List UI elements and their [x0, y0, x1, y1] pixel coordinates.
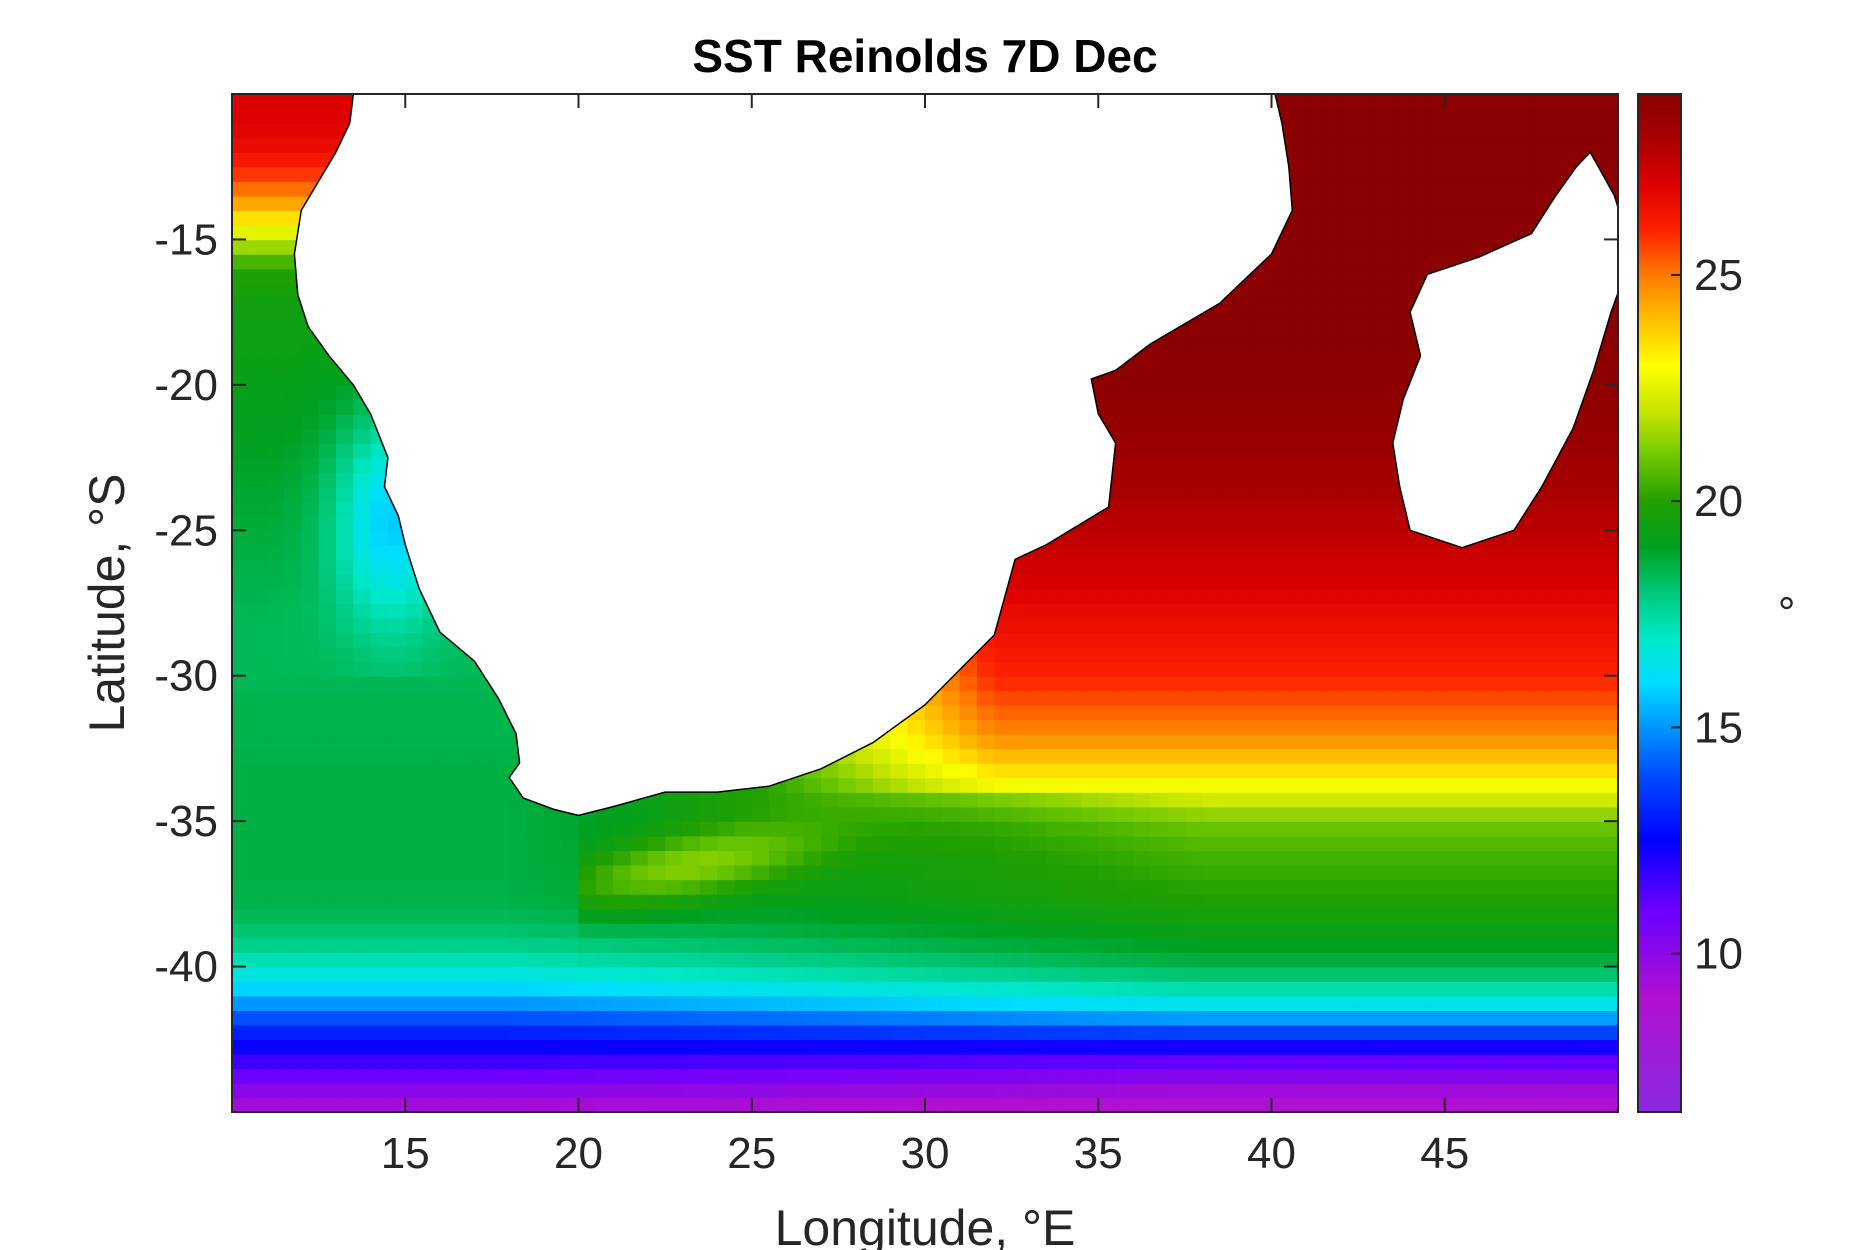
colorbar-gradient: [1637, 93, 1682, 1113]
y-tick-label: -30: [154, 652, 218, 701]
y-tick-label: -20: [154, 361, 218, 410]
x-tick-label: 35: [1074, 1129, 1123, 1178]
y-axis-ticks: -15 -20 -25 -30 -35 -40: [154, 215, 1618, 992]
y-tick-label: -35: [154, 797, 218, 846]
x-tick-label: 30: [901, 1129, 950, 1178]
y-tick-label: -40: [154, 943, 218, 992]
x-axis-label: Longitude, °E: [775, 1200, 1076, 1250]
x-tick-label: 25: [727, 1129, 776, 1178]
sst-raster: [232, 94, 1618, 1112]
y-axis-label: Latitude, °S: [79, 473, 135, 732]
x-tick-label: 40: [1247, 1129, 1296, 1178]
colorbar-tick-label: 15: [1694, 703, 1743, 752]
madagascar-landmass: [1392, 150, 1618, 549]
colorbar-tick-label: 20: [1694, 477, 1743, 526]
map-title: SST Reinolds 7D Dec: [692, 30, 1157, 82]
y-tick-label: -25: [154, 506, 218, 555]
africa-landmass: [293, 94, 1294, 817]
colorbar-tick-label: 10: [1694, 930, 1743, 979]
colorbar-ticks: 10 15 20 25: [1671, 251, 1743, 979]
x-tick-label: 20: [554, 1129, 603, 1178]
x-axis-ticks: 15 20 25 30 35 40 45: [381, 94, 1469, 1178]
colorbar: 10 15 20 25 °: [1637, 93, 1801, 1113]
x-tick-label: 45: [1420, 1129, 1469, 1178]
colorbar-tick-label: 25: [1694, 251, 1743, 300]
colorbar-label: °: [1752, 594, 1801, 612]
x-tick-label: 15: [381, 1129, 430, 1178]
y-tick-label: -15: [154, 215, 218, 264]
